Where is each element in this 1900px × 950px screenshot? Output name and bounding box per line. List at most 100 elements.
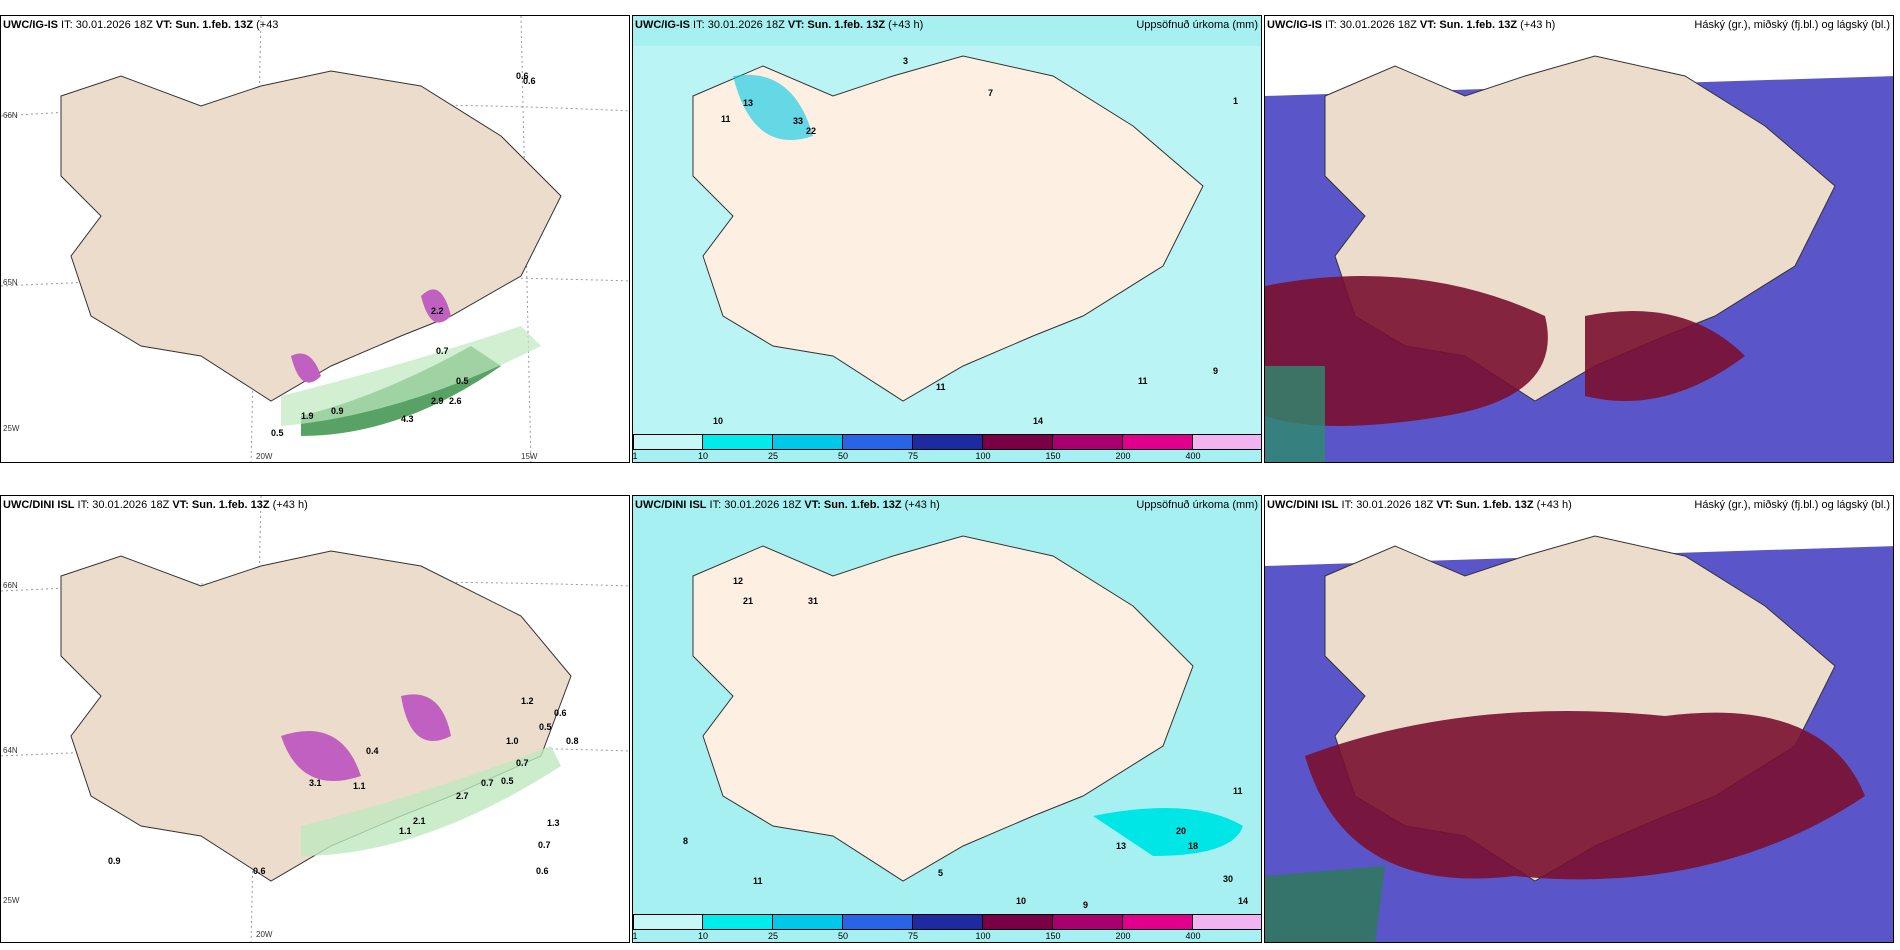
precip-label: 1.1	[399, 826, 412, 836]
panel-variable-title: Uppsöfnuð úrkoma (mm)	[1136, 499, 1258, 511]
colorbar-swatch	[913, 434, 983, 450]
map-panel-clouds-dini: UWC/DINI ISL IT: 30.01.2026 18Z VT: Sun.…	[1264, 495, 1894, 943]
colorbar-swatch	[1123, 914, 1193, 930]
precip-label: 13	[1116, 841, 1127, 851]
precip-label: 0.5	[539, 722, 552, 732]
precip-label: 0.7	[538, 840, 551, 850]
panel-variable-title: Háský (gr.), miðský (fj.bl.) og lágský (…	[1694, 499, 1890, 511]
precip-label: 1.2	[521, 696, 534, 706]
precip-label: 0.5	[501, 776, 514, 786]
colorbar-swatch	[773, 914, 843, 930]
precip-label: 2.9	[431, 396, 444, 406]
colorbar-swatch	[1053, 914, 1123, 930]
colorbar-tick: 10	[697, 931, 709, 941]
precip-label: 1.1	[353, 781, 366, 791]
colorbar-swatch	[1123, 434, 1193, 450]
colorbar-swatch	[633, 914, 703, 930]
precip-label: 0.7	[481, 778, 494, 788]
colorbar-swatch	[843, 914, 913, 930]
precip-label: 9	[1083, 900, 1089, 910]
lat-label: 66N	[3, 111, 18, 120]
map-panel-wind-precip-dini: UWC/DINI ISL IT: 30.01.2026 18Z VT: Sun.…	[0, 495, 630, 943]
precip-label: 5	[938, 868, 944, 878]
colorbar-tick: 75	[907, 931, 919, 941]
colorbar-tick: 150	[1045, 451, 1061, 461]
precip-label: 2.1	[413, 816, 426, 826]
map-background	[1265, 16, 1893, 462]
panel-variable-title: Háský (gr.), miðský (fj.bl.) og lágský (…	[1694, 19, 1890, 31]
colorbar-tick: 200	[1115, 931, 1131, 941]
precip-label: 11	[1233, 786, 1243, 796]
precip-label: 1.3	[547, 818, 560, 828]
lon-label: 20W	[256, 930, 273, 939]
precip-label: 33	[793, 116, 804, 126]
lat-label: 25W	[3, 424, 20, 433]
precip-label: 2.6	[449, 396, 462, 406]
precip-label: 1.0	[506, 736, 519, 746]
lon-label: 15W	[521, 452, 538, 461]
precip-label: 2.2	[431, 306, 444, 316]
colorbar-swatch	[633, 434, 703, 450]
lat-label: 66N	[3, 581, 18, 590]
colorbar-tick: 400	[1185, 931, 1201, 941]
colorbar-swatch	[1193, 914, 1261, 930]
precip-label: 0.5	[456, 376, 469, 386]
colorbar-swatch	[1193, 434, 1261, 450]
precip-label: 4.3	[401, 414, 414, 424]
lat-label: 65N	[3, 278, 18, 287]
precip-label: 0.9	[108, 856, 121, 866]
precip-label: 22	[806, 126, 817, 136]
map-background	[1, 16, 629, 462]
colorbar-swatch	[1053, 434, 1123, 450]
precip-label: 11	[936, 382, 946, 392]
panel-title: UWC/DINI ISL IT: 30.01.2026 18Z VT: Sun.…	[1267, 499, 1572, 511]
colorbar-tick: 1	[632, 931, 638, 941]
precip-label: 0.8	[566, 736, 579, 746]
precip-label: 7	[988, 88, 994, 98]
precip-label: 12	[733, 576, 744, 586]
map-background	[1, 496, 629, 942]
map-panel-clouds-igis: UWC/IG-IS IT: 30.01.2026 18Z VT: Sun. 1.…	[1264, 15, 1894, 463]
precip-label: 2.7	[456, 791, 469, 801]
colorbar-tick: 10	[697, 451, 709, 461]
map-background	[633, 16, 1261, 462]
precip-label: 10	[713, 416, 724, 426]
panel-title: UWC/IG-IS IT: 30.01.2026 18Z VT: Sun. 1.…	[1267, 19, 1556, 31]
precip-label: 0.7	[436, 346, 449, 356]
precip-label: 0.5	[271, 428, 284, 438]
colorbar-tick: 100	[975, 451, 991, 461]
precip-label: 3	[903, 56, 909, 66]
panel-title: UWC/IG-IS IT: 30.01.2026 18Z VT: Sun. 1.…	[3, 19, 279, 31]
precip-label: 0.6	[554, 708, 567, 718]
precip-label: 1	[1233, 96, 1239, 106]
colorbar-tick: 75	[907, 451, 919, 461]
map-panel-accum-precip-dini: UWC/DINI ISL IT: 30.01.2026 18Z VT: Sun.…	[632, 495, 1262, 943]
colorbar-tick: 200	[1115, 451, 1131, 461]
colorbar-tick: 100	[975, 931, 991, 941]
precip-label: 0.4	[366, 746, 379, 756]
panel-title: UWC/DINI ISL IT: 30.01.2026 18Z VT: Sun.…	[635, 499, 940, 511]
precip-label: 31	[808, 596, 819, 606]
precip-label: 30	[1223, 874, 1234, 884]
precip-label: 9	[1213, 366, 1219, 376]
colorbar-tick: 150	[1045, 931, 1061, 941]
precip-label: 0.6	[536, 866, 549, 876]
precip-label: 21	[743, 596, 754, 606]
colorbar-tick: 50	[837, 451, 849, 461]
colorbar-tick: 25	[767, 451, 779, 461]
precip-label: 0.6	[523, 76, 536, 86]
precip-label: 3.1	[309, 778, 322, 788]
precip-label: 14	[1033, 416, 1044, 426]
lon-label: 25W	[3, 896, 20, 905]
colorbar-swatch	[913, 914, 983, 930]
colorbar: 1 10 25 50 75 100 150 200 400	[632, 434, 1261, 462]
precip-label: 11	[721, 114, 731, 124]
precip-label: 14	[1238, 896, 1249, 906]
precip-label: 18	[1188, 841, 1199, 851]
precip-label: 11	[753, 876, 763, 886]
precip-label: 0.7	[516, 758, 529, 768]
colorbar-tick: 50	[837, 931, 849, 941]
colorbar-swatch	[983, 914, 1053, 930]
colorbar-swatch	[703, 434, 773, 450]
colorbar-tick: 1	[632, 451, 638, 461]
